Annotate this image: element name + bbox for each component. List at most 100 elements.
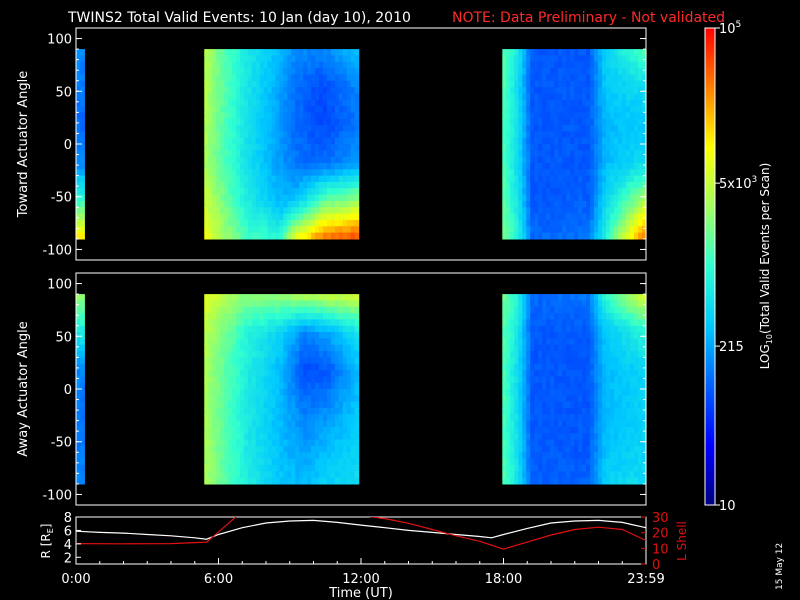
- heatmap-cell: [550, 188, 555, 196]
- heatmap-cell: [558, 382, 563, 390]
- heatmap-cell: [570, 99, 575, 107]
- heatmap-cell: [354, 156, 360, 164]
- heatmap-cell: [326, 401, 332, 409]
- heatmap-cell: [76, 426, 81, 434]
- heatmap-cell: [594, 464, 599, 472]
- heatmap-cell: [558, 207, 563, 215]
- heatmap-cell: [590, 68, 595, 75]
- heatmap-cell: [251, 68, 257, 75]
- heatmap-cell: [255, 294, 261, 302]
- heatmap-cell: [522, 74, 527, 82]
- heatmap-cell: [562, 426, 567, 434]
- heatmap-cell: [283, 200, 288, 208]
- heatmap-cell: [598, 137, 603, 145]
- heatmap-cell: [267, 61, 273, 69]
- heatmap-cell: [354, 200, 360, 208]
- heatmap-cell: [578, 74, 583, 82]
- heatmap-cell: [526, 188, 531, 196]
- heatmap-cell: [546, 200, 551, 208]
- heatmap-cell: [231, 407, 237, 415]
- heatmap-cell: [574, 325, 579, 333]
- heatmap-cell: [578, 294, 583, 302]
- heatmap-cell: [626, 175, 631, 183]
- heatmap-cell: [506, 445, 511, 453]
- heatmap-cell: [267, 200, 273, 208]
- heatmap-cell: [622, 426, 627, 434]
- heatmap-cell: [307, 370, 312, 377]
- heatmap-cell: [287, 477, 292, 485]
- heatmap-cell: [224, 338, 229, 346]
- heatmap-cell: [522, 306, 527, 314]
- heatmap-cell: [76, 395, 81, 403]
- heatmap-cell: [287, 156, 292, 164]
- heatmap-cell: [291, 445, 296, 453]
- heatmap-cell: [522, 80, 527, 88]
- heatmap-cell: [220, 458, 225, 466]
- heatmap-cell: [502, 332, 507, 339]
- heatmap-cell: [259, 477, 265, 485]
- heatmap-cell: [326, 68, 332, 75]
- heatmap-cell: [538, 87, 543, 94]
- heatmap-cell: [220, 294, 225, 302]
- heatmap-cell: [243, 99, 249, 107]
- heatmap-cell: [622, 407, 627, 415]
- heatmap-cell: [354, 338, 360, 346]
- heatmap-cell: [76, 144, 81, 151]
- heatmap-cell: [216, 452, 221, 460]
- heatmap-cell: [534, 294, 539, 302]
- heatmap-cell: [578, 232, 583, 240]
- heatmap-cell: [287, 125, 292, 132]
- heatmap-cell: [299, 55, 304, 63]
- heatmap-cell: [506, 99, 511, 107]
- heatmap-cell: [546, 313, 551, 320]
- heatmap-cell: [574, 395, 579, 403]
- heatmap-cell: [506, 389, 511, 396]
- heatmap-cell: [330, 61, 336, 69]
- heatmap-cell: [231, 376, 237, 384]
- heatmap-cell: [550, 389, 555, 396]
- heatmap-cell: [208, 150, 213, 158]
- heatmap-cell: [263, 445, 269, 453]
- heatmap-cell: [554, 169, 559, 177]
- heatmap-cell: [334, 74, 340, 82]
- heatmap-cell: [259, 414, 265, 422]
- heatmap-cell: [307, 477, 312, 485]
- heatmap-cell: [287, 452, 292, 460]
- x-tick-label: 6:00: [204, 572, 233, 587]
- heatmap-cell: [522, 363, 527, 371]
- heatmap-cell: [558, 232, 563, 240]
- heatmap-cell: [323, 87, 328, 94]
- heatmap-cell: [208, 344, 213, 352]
- heatmap-cell: [228, 477, 233, 485]
- heatmap-cell: [350, 313, 356, 320]
- heatmap-cell: [283, 131, 288, 139]
- heatmap-cell: [319, 194, 324, 202]
- heatmap-cell: [514, 389, 519, 396]
- heatmap-cell: [622, 306, 627, 314]
- heatmap-cell: [80, 319, 85, 327]
- heatmap-cell: [562, 68, 567, 75]
- heatmap-cell: [534, 300, 539, 308]
- heatmap-cell: [216, 401, 221, 409]
- heatmap-cell: [586, 420, 591, 428]
- heatmap-cell: [235, 332, 241, 339]
- heatmap-cell: [346, 188, 352, 196]
- heatmap-cell: [271, 68, 277, 75]
- heatmap-cell: [502, 87, 507, 94]
- heatmap-cell: [350, 80, 356, 88]
- heatmap-cell: [208, 370, 213, 377]
- heatmap-cell: [251, 332, 257, 339]
- heatmap-cell: [634, 61, 639, 69]
- heatmap-cell: [235, 376, 241, 384]
- heatmap-cell: [303, 106, 308, 113]
- heatmap-cell: [622, 313, 627, 320]
- heatmap-cell: [319, 125, 324, 132]
- heatmap-cell: [204, 150, 209, 158]
- heatmap-cell: [326, 414, 332, 422]
- heatmap-cell: [275, 181, 281, 189]
- heatmap-cell: [538, 162, 543, 170]
- heatmap-cell: [307, 338, 312, 346]
- heatmap-cell: [216, 458, 221, 466]
- heatmap-cell: [247, 61, 253, 69]
- heatmap-cell: [598, 226, 603, 234]
